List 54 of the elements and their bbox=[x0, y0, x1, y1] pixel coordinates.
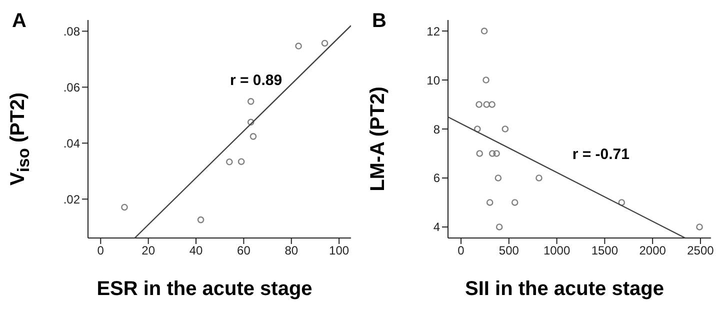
chart-title: B bbox=[372, 10, 386, 33]
point bbox=[482, 76, 490, 84]
point bbox=[250, 133, 257, 140]
x-tick-label: 40 bbox=[189, 244, 204, 258]
annotation: r = -0.71 bbox=[570, 146, 632, 164]
x-tick-label: 500 bbox=[498, 244, 520, 258]
point bbox=[488, 101, 496, 108]
x-tick-label: 0 bbox=[97, 244, 104, 258]
chart-title: A bbox=[12, 10, 26, 33]
point bbox=[226, 158, 233, 166]
y-tick-label: .02 bbox=[63, 192, 80, 206]
x-tick-label: 2000 bbox=[639, 244, 666, 258]
point bbox=[238, 158, 245, 165]
point bbox=[247, 98, 254, 105]
x-axis-title: ESR in the acute stage bbox=[96, 278, 314, 301]
point bbox=[536, 174, 542, 182]
y-tick-label: 6 bbox=[433, 171, 440, 186]
point bbox=[502, 126, 509, 132]
point bbox=[488, 150, 496, 157]
y-tick-label: .08 bbox=[63, 24, 80, 38]
y-tick-label: 10 bbox=[426, 73, 440, 88]
y-tick-label: 4 bbox=[433, 220, 440, 234]
y-tick-label: 12 bbox=[426, 24, 440, 38]
point bbox=[321, 40, 328, 47]
point bbox=[511, 199, 518, 206]
y-axis-title: LM-A (PT2) bbox=[367, 86, 389, 192]
point bbox=[618, 199, 626, 206]
x-tick-label: 0 bbox=[458, 244, 465, 258]
point bbox=[476, 101, 482, 108]
x-tick-label: 80 bbox=[284, 244, 298, 258]
point bbox=[121, 204, 128, 211]
point bbox=[483, 101, 490, 108]
y-tick-label: 8 bbox=[433, 122, 440, 136]
point bbox=[493, 150, 500, 157]
point bbox=[486, 199, 494, 206]
point bbox=[474, 126, 481, 132]
x-tick-label: 100 bbox=[329, 244, 350, 258]
x-tick-label: 1500 bbox=[591, 244, 618, 258]
point bbox=[295, 42, 302, 50]
point bbox=[476, 150, 484, 157]
annotation: r = 0.89 bbox=[228, 72, 284, 90]
x-tick-label: 60 bbox=[237, 244, 251, 258]
point bbox=[247, 118, 254, 126]
x-tick-label: 1000 bbox=[543, 244, 570, 258]
point bbox=[494, 174, 502, 182]
point bbox=[197, 216, 204, 224]
point bbox=[496, 224, 503, 230]
x-tick-label: 20 bbox=[142, 244, 156, 258]
y-tick-label: .04 bbox=[63, 136, 80, 150]
x-axis-title: SII in the acute stage bbox=[464, 278, 665, 301]
point bbox=[696, 224, 703, 230]
x-tick-label: 2500 bbox=[687, 244, 714, 258]
y-tick-label: .06 bbox=[63, 80, 80, 94]
point bbox=[480, 28, 488, 34]
